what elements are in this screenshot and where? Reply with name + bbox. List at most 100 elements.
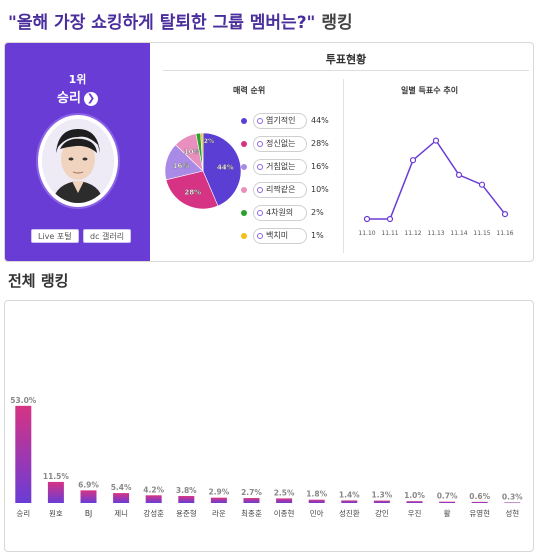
bar-10[interactable] [308, 499, 325, 503]
daily-trend-chart: 11.10 11.11 11.12 11.13 11.14 11.15 11.16 [358, 137, 514, 237]
daily-date-label: 11.11 [381, 230, 398, 237]
bar-category-label[interactable]: 라운 [212, 509, 226, 518]
ranking-bar-chart: 53.0% 승리 11.5% 원호 6.9% BJ 5.4% 제니 4.2% 강성훈 3.8% 용준형… [10, 396, 523, 518]
bar-value-label: 2.7% [241, 488, 262, 497]
bar-category-label[interactable]: 민아 [310, 508, 324, 518]
winner-rank: 1위 [68, 73, 87, 86]
daily-date-label: 11.14 [450, 230, 467, 237]
legend-color-dot [241, 118, 247, 124]
legend-color-dot [241, 210, 247, 216]
bar-category-label[interactable]: 활 [444, 508, 451, 518]
bar-category-label[interactable]: 승리 [16, 509, 30, 518]
page-title: "올해 가장 쇼킹하게 탈퇴한 그룹 멤버는?" 랭킹 [8, 8, 353, 33]
legend-label[interactable]: 엽기적인 [253, 113, 307, 129]
bar-value-label: 0.3% [502, 492, 523, 501]
daily-date-label: 11.16 [496, 230, 513, 237]
bar-4[interactable] [113, 493, 130, 503]
page-title-text: "올해 가장 쇼킹하게 탈퇴한 그룹 멤버는?" [8, 13, 316, 33]
legend-color-dot [241, 164, 247, 170]
circle-icon [257, 210, 263, 216]
daily-point-7 [501, 210, 509, 218]
bar-category-label[interactable]: BJ [85, 509, 92, 518]
bar-7[interactable] [210, 497, 227, 503]
bar-6[interactable] [178, 496, 195, 503]
winner-panel: 1위 승리 ❯ Live 포털 dc 갤러리 [5, 43, 150, 261]
legend-label[interactable]: 정신없는 [253, 136, 307, 152]
circle-icon [257, 118, 263, 124]
bar-category-label[interactable]: 유영현 [469, 508, 490, 518]
daily-point-6 [478, 181, 486, 188]
pie-slice-label-small: 2% [204, 138, 214, 145]
legend-label[interactable]: 백치미 [253, 228, 307, 244]
bar-value-label: 2.5% [274, 488, 295, 497]
bar-category-label[interactable]: 성현 [505, 509, 519, 518]
bar-value-label: 1.0% [404, 491, 425, 500]
ranking-section-title: 전체 랭킹 [8, 272, 69, 290]
bar-category-label[interactable]: 강성훈 [143, 508, 164, 518]
chevron-right-icon[interactable]: ❯ [83, 91, 98, 106]
legend-color-dot [241, 187, 247, 193]
pie-slice-label-3: 16% [173, 162, 190, 170]
bar-category-label[interactable]: 이종현 [274, 508, 295, 518]
daily-point-3 [409, 157, 417, 164]
bar-11[interactable] [341, 500, 358, 503]
circle-icon [257, 141, 263, 147]
daily-point-4 [432, 137, 440, 144]
pie-slice-label-4: 10% [184, 148, 201, 156]
pie-slice-2 [165, 170, 219, 210]
bar-9[interactable] [276, 498, 293, 503]
legend-percent: 28% [311, 139, 329, 148]
daily-point-5 [455, 171, 463, 179]
ranking-card: 53.0% 승리 11.5% 원호 6.9% BJ 5.4% 제니 4.2% 강성훈 3.8% 용준형… [4, 300, 534, 552]
bar-8[interactable] [243, 498, 260, 503]
bar-3[interactable] [80, 490, 97, 503]
bar-value-label: 5.4% [111, 483, 132, 492]
circle-icon [257, 233, 263, 239]
bar-12[interactable] [373, 500, 390, 503]
page-title-suffix: 랭킹 [321, 13, 353, 33]
bar-category-label[interactable]: 원호 [49, 509, 63, 518]
bar-category-label[interactable]: 우진 [408, 508, 422, 518]
bar-category-label[interactable]: 강인 [375, 508, 389, 518]
pie-slice-1 [202, 132, 242, 207]
bar-14[interactable] [439, 501, 456, 503]
bar-value-label: 53.0% [10, 396, 37, 405]
bar-2[interactable] [47, 481, 64, 503]
legend-label-text: 거침없는 [266, 162, 296, 171]
bar-category-label[interactable]: 최종훈 [241, 508, 262, 518]
bar-5[interactable] [145, 495, 162, 503]
daily-date-label: 11.13 [427, 230, 444, 237]
person-photo-icon [42, 119, 114, 203]
winner-name-row[interactable]: 승리 ❯ [5, 87, 150, 106]
bar-category-label[interactable]: 용준형 [176, 509, 197, 518]
legend-label-text: 리짝같은 [266, 185, 296, 194]
legend-percent: 16% [311, 162, 329, 171]
legend-label-text: 엽기적인 [266, 116, 296, 125]
bar-13[interactable] [406, 501, 423, 503]
bar-16[interactable] [504, 502, 521, 503]
bar-value-label: 4.2% [143, 485, 164, 494]
pie-slice-label-2: 28% [184, 188, 201, 196]
winner-photo [38, 115, 118, 207]
live-portal-button[interactable]: Live 포털 [31, 229, 79, 243]
legend-label-text: 정신없는 [266, 139, 296, 148]
legend-color-dot [241, 233, 247, 239]
bar-category-label[interactable]: 성진환 [339, 508, 360, 518]
legend-percent: 2% [311, 208, 324, 217]
daily-trend-line [367, 139, 506, 220]
legend-label[interactable]: 리짝같은 [253, 182, 307, 198]
bar-value-label: 1.8% [306, 490, 327, 499]
legend-label[interactable]: 4차원의 [253, 205, 307, 221]
bar-category-label[interactable]: 제니 [114, 509, 128, 518]
pie-slice-6 [200, 132, 204, 172]
panel-divider [343, 79, 344, 253]
bar-value-label: 1.4% [339, 490, 360, 499]
pie-slice-label-1: 44% [217, 163, 234, 171]
bar-15[interactable] [471, 501, 488, 503]
bar-1[interactable] [15, 405, 32, 503]
legend-percent: 44% [311, 116, 329, 125]
daily-date-label: 11.15 [473, 230, 490, 237]
dc-gallery-button[interactable]: dc 갤러리 [83, 229, 132, 243]
legend-label[interactable]: 거침없는 [253, 159, 307, 175]
legend-label-text: 백치미 [266, 231, 289, 240]
